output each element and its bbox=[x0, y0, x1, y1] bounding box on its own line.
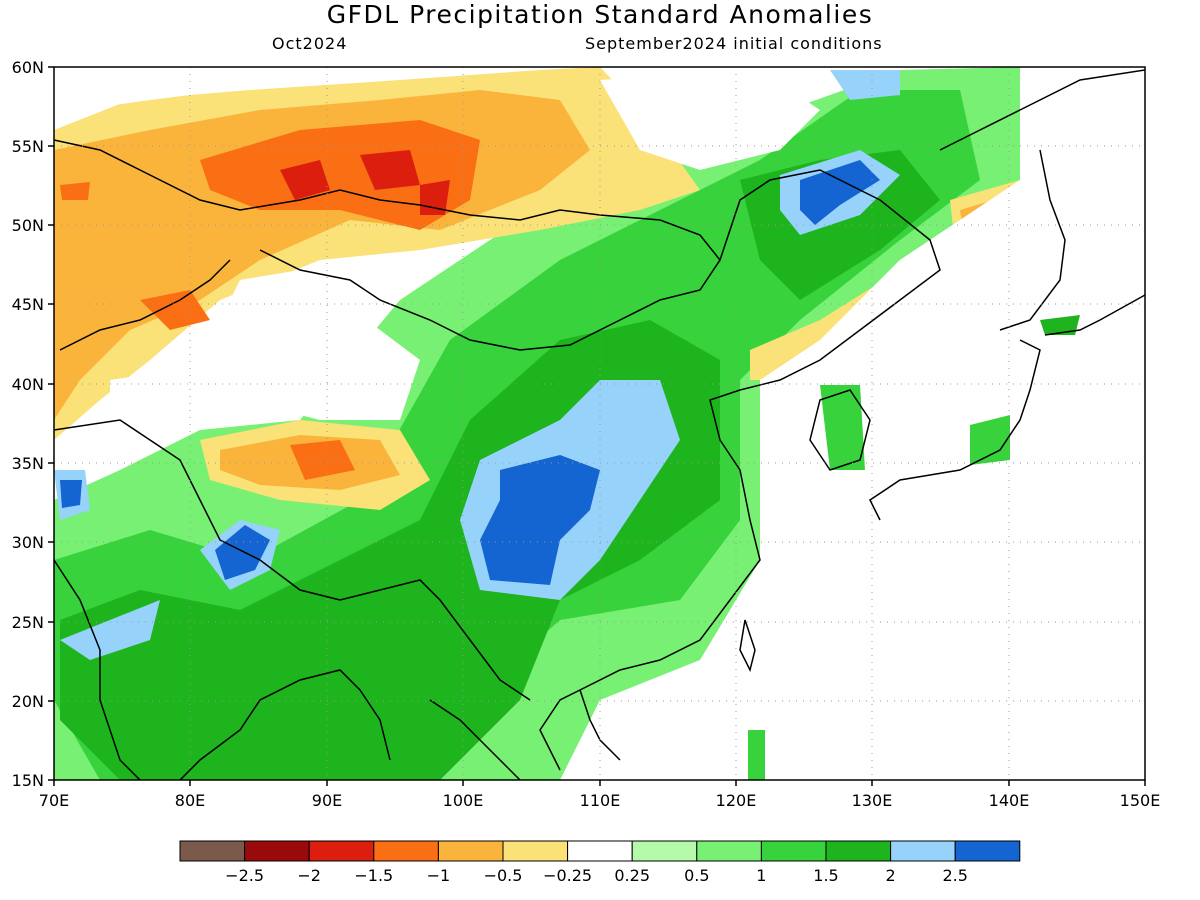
anomaly-region bbox=[60, 480, 82, 508]
anomaly-region bbox=[280, 160, 330, 200]
legend-swatch bbox=[179, 840, 246, 862]
coastline bbox=[739, 619, 756, 673]
legend-swatch bbox=[825, 840, 892, 862]
anomaly-region bbox=[110, 370, 220, 440]
legend-label: −1 bbox=[427, 866, 451, 885]
lon-label: 70E bbox=[39, 791, 69, 810]
legend-swatch bbox=[437, 840, 504, 862]
legend-swatch bbox=[954, 840, 1021, 862]
border bbox=[579, 689, 621, 761]
anomaly-region bbox=[700, 67, 1145, 780]
coastline-layer bbox=[53, 69, 1146, 781]
anomaly-region bbox=[600, 70, 820, 170]
lat-label: 40N bbox=[12, 375, 44, 394]
lon-label: 80E bbox=[175, 791, 205, 810]
lon-label: 110E bbox=[580, 791, 621, 810]
lon-label: 100E bbox=[443, 791, 484, 810]
color-legend bbox=[179, 840, 1021, 862]
coastline bbox=[539, 169, 941, 771]
anomaly-region bbox=[360, 150, 420, 190]
coastline bbox=[999, 149, 1066, 331]
legend-label: −0.5 bbox=[484, 866, 523, 885]
legend-label: 1 bbox=[756, 866, 766, 885]
anomaly-region bbox=[140, 290, 210, 330]
border bbox=[179, 669, 391, 781]
coastline bbox=[869, 339, 1041, 521]
initial-conditions: September2024 initial conditions bbox=[585, 34, 883, 53]
legend-labels: −2.5 −2 −1.5 −1 −0.5 −0.25 0.25 0.5 1 1.5 2 2.5 bbox=[225, 866, 968, 885]
legend-swatch bbox=[308, 840, 375, 862]
legend-label: 0.5 bbox=[684, 866, 709, 885]
border bbox=[429, 699, 521, 781]
map-title: GFDL Precipitation Standard Anomalies bbox=[326, 0, 874, 29]
anomaly-region bbox=[748, 730, 765, 780]
anomaly-region bbox=[290, 440, 355, 480]
lat-label: 45N bbox=[12, 295, 44, 314]
anomaly-region bbox=[200, 270, 420, 420]
border bbox=[53, 559, 141, 781]
legend-label: 0.25 bbox=[614, 866, 650, 885]
lat-label: 25N bbox=[12, 613, 44, 632]
lat-label: 20N bbox=[12, 692, 44, 711]
lat-label: 55N bbox=[12, 137, 44, 156]
coastline bbox=[53, 139, 721, 351]
anomaly-region bbox=[60, 600, 160, 660]
legend-swatch bbox=[696, 840, 762, 862]
anomaly-region bbox=[800, 160, 880, 225]
axis-ticks bbox=[48, 66, 1146, 786]
anomaly-region bbox=[60, 182, 90, 200]
anomaly-region bbox=[480, 455, 600, 585]
legend-label: −2 bbox=[297, 866, 321, 885]
lon-labels: 70E 80E 90E 100E 110E 120E 130E 140E 150… bbox=[39, 791, 1161, 810]
lat-label: 15N bbox=[12, 771, 44, 790]
anomaly-region bbox=[970, 415, 1010, 465]
legend-label: −0.25 bbox=[543, 866, 592, 885]
lat-labels: 60N 55N 50N 45N 40N 35N 30N 25N 20N 15N bbox=[12, 58, 44, 790]
lon-label: 120E bbox=[716, 791, 757, 810]
anomaly-region bbox=[1040, 315, 1080, 335]
anomaly-field bbox=[54, 67, 1145, 780]
legend-swatch bbox=[373, 840, 439, 862]
legend-swatch bbox=[760, 840, 827, 862]
lat-label: 60N bbox=[12, 58, 44, 77]
anomaly-region bbox=[54, 67, 230, 115]
coastline bbox=[939, 69, 1146, 151]
legend-swatch bbox=[244, 840, 310, 862]
anomaly-region bbox=[200, 120, 480, 230]
legend-swatch bbox=[890, 840, 956, 862]
legend-label: 2 bbox=[886, 866, 896, 885]
legend-swatch bbox=[631, 840, 698, 862]
legend-swatch bbox=[502, 840, 569, 862]
coastline bbox=[809, 389, 871, 471]
legend-label: −1.5 bbox=[354, 866, 393, 885]
lon-label: 90E bbox=[312, 791, 342, 810]
anomaly-region bbox=[830, 70, 900, 100]
lat-label: 35N bbox=[12, 454, 44, 473]
anomaly-region bbox=[215, 525, 270, 580]
legend-label: 1.5 bbox=[813, 866, 838, 885]
legend-label: 2.5 bbox=[942, 866, 967, 885]
legend-swatch bbox=[567, 840, 633, 862]
border bbox=[53, 419, 531, 701]
lon-label: 140E bbox=[989, 791, 1030, 810]
lat-label: 30N bbox=[12, 533, 44, 552]
anomaly-region bbox=[820, 385, 865, 470]
lon-label: 130E bbox=[852, 791, 893, 810]
legend-label: −2.5 bbox=[225, 866, 264, 885]
forecast-month: Oct2024 bbox=[272, 34, 348, 53]
coastline bbox=[1044, 294, 1146, 336]
lon-label: 150E bbox=[1120, 791, 1161, 810]
border bbox=[59, 259, 231, 351]
lat-label: 50N bbox=[12, 216, 44, 235]
